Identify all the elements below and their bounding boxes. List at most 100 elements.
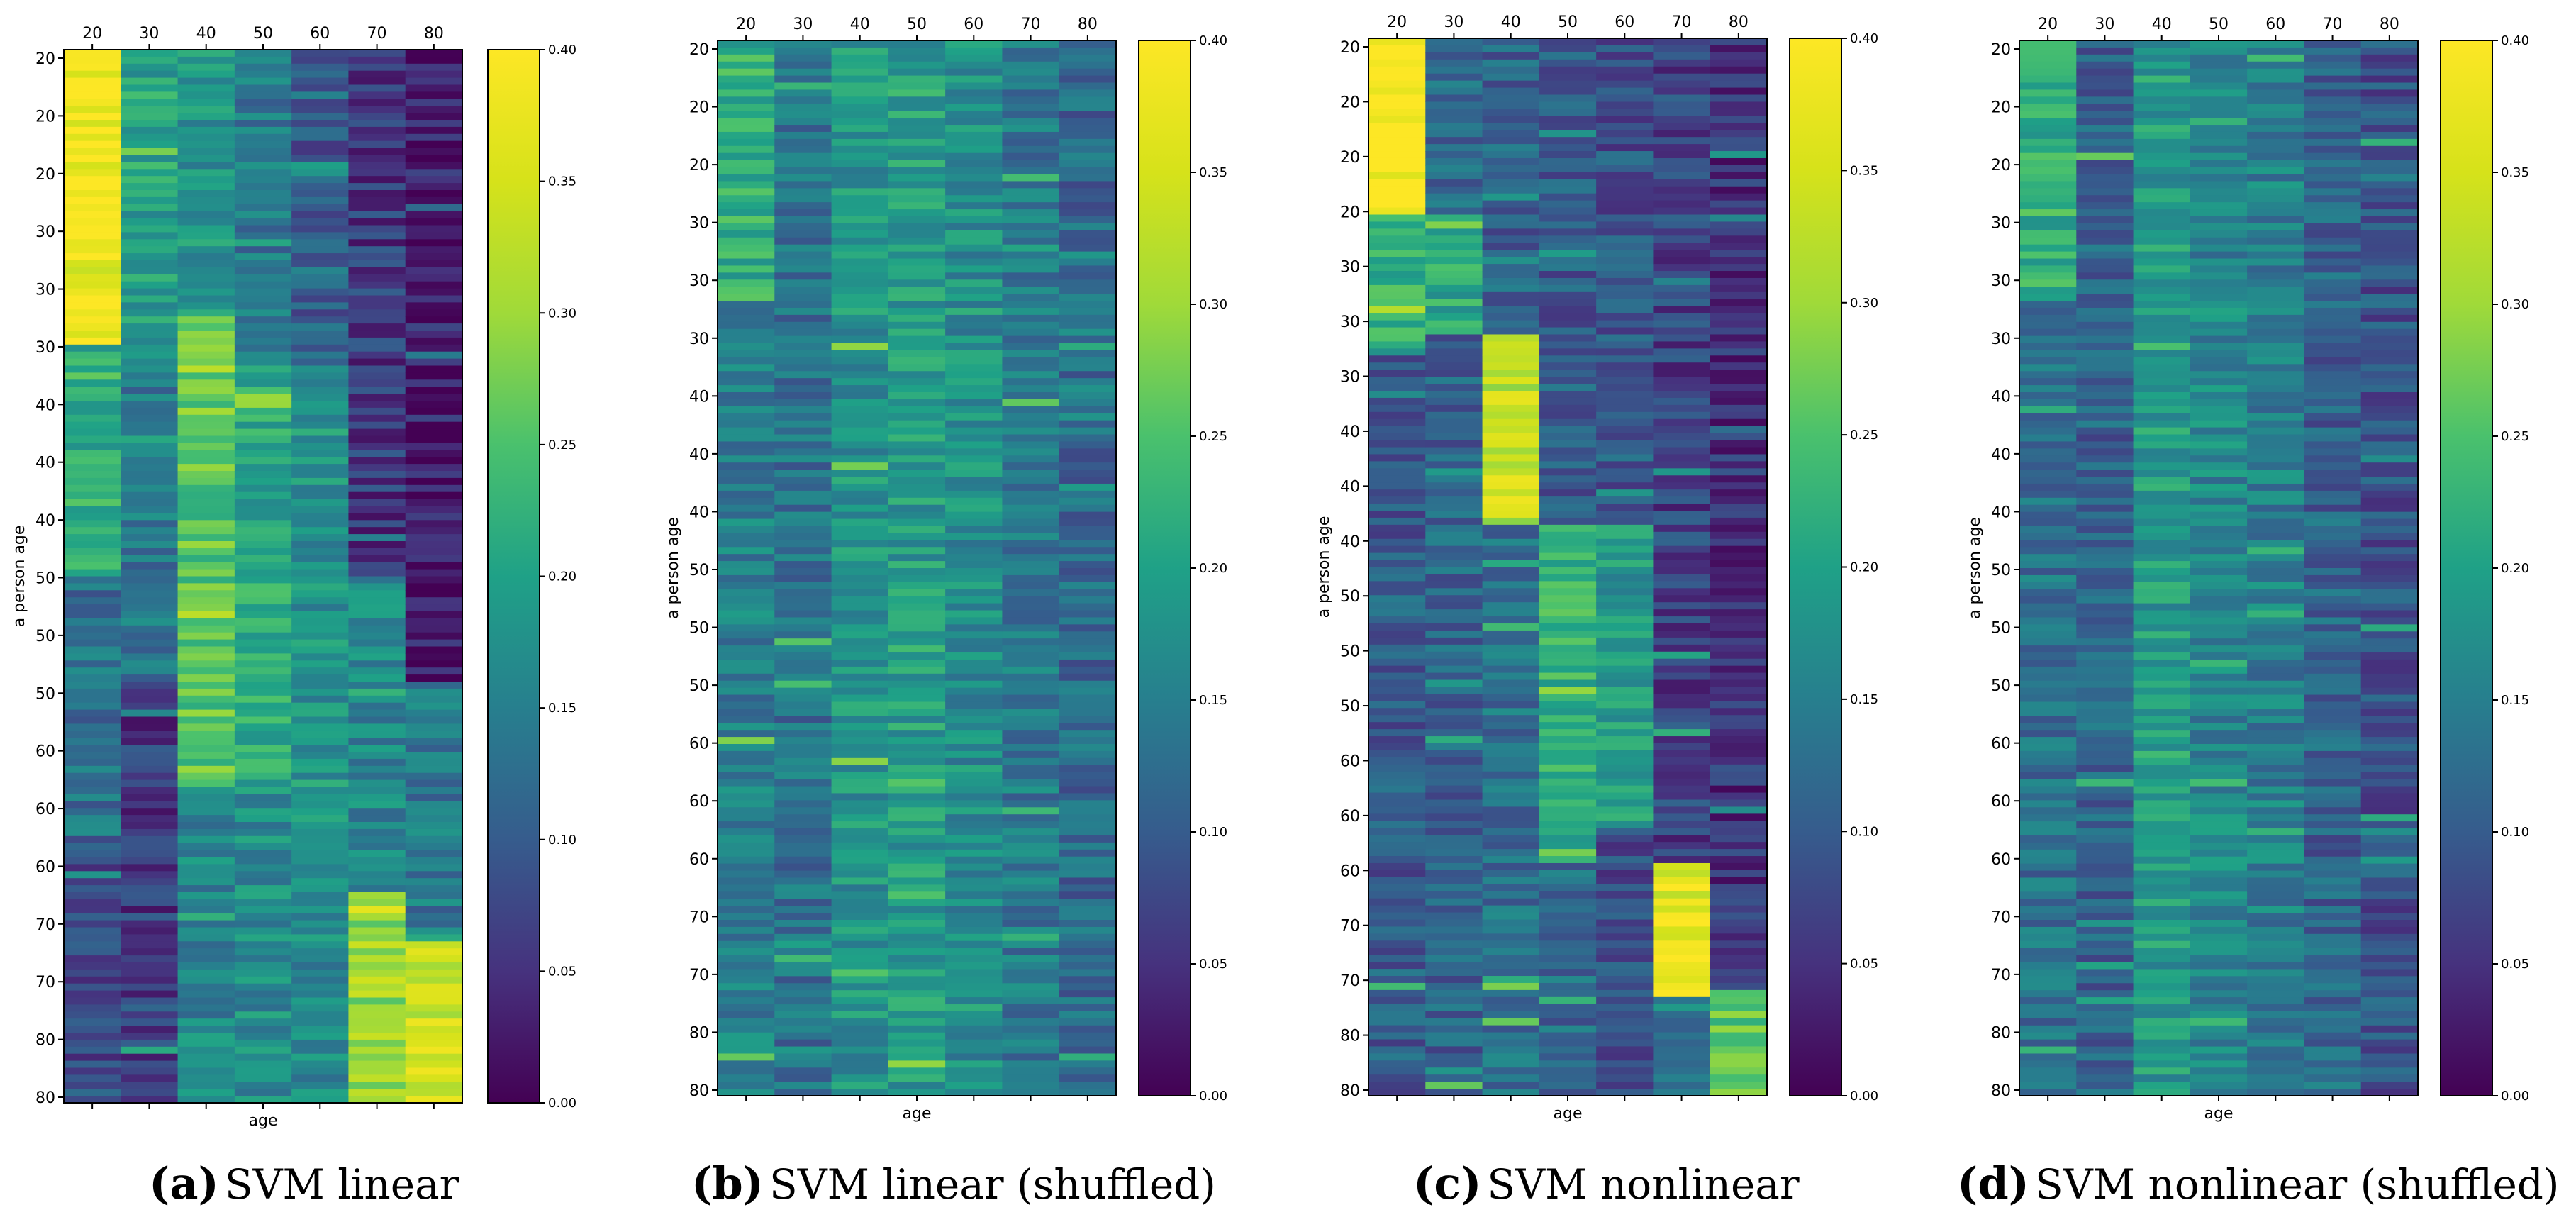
heatmap-cell	[718, 603, 775, 611]
heatmap-cell	[177, 401, 235, 409]
heatmap-cell	[177, 428, 235, 437]
heatmap-cell	[888, 138, 946, 147]
heatmap-cell	[1002, 526, 1060, 533]
heatmap-cell	[2076, 617, 2134, 625]
heatmap-cell	[2076, 314, 2134, 323]
heatmap-cell	[2190, 926, 2248, 935]
heatmap-cell	[1482, 66, 1540, 74]
heatmap-cell	[2360, 399, 2419, 407]
heatmap-cell	[291, 331, 350, 338]
heatmap-cell	[1425, 250, 1483, 257]
colorbar-tick-label: 0.35	[1850, 163, 1878, 178]
heatmap-cell	[888, 1089, 946, 1096]
heatmap-cell	[831, 364, 889, 372]
heatmap-cell	[64, 597, 121, 605]
heatmap-cell	[1539, 123, 1597, 130]
heatmap-cell	[1059, 589, 1117, 597]
heatmap-cell	[888, 265, 946, 273]
heatmap-cell	[1653, 771, 1711, 779]
heatmap-cell	[2133, 1025, 2191, 1033]
heatmap-cell	[1539, 637, 1597, 645]
heatmap-cell	[121, 435, 179, 443]
heatmap-cell	[888, 301, 946, 309]
heatmap-cell	[718, 427, 775, 435]
heatmap-cell	[1710, 602, 1768, 610]
heatmap-cell	[1368, 588, 1426, 596]
heatmap-cell	[831, 1032, 889, 1040]
heatmap-cell	[2019, 933, 2077, 942]
heatmap-cell	[1710, 919, 1768, 928]
heatmap-cell	[121, 702, 179, 711]
heatmap-cell	[348, 871, 406, 879]
heatmap-cell	[2190, 990, 2248, 998]
heatmap-cell	[1002, 441, 1060, 449]
heatmap-cell	[2190, 849, 2248, 857]
heatmap-cell	[291, 450, 350, 457]
heatmap-cell	[1596, 59, 1654, 67]
heatmap-cell	[945, 603, 1003, 611]
heatmap-cell	[2019, 131, 2077, 140]
heatmap-cell	[831, 814, 889, 822]
heatmap-cell	[1482, 454, 1540, 462]
heatmap-cell	[1059, 40, 1117, 48]
heatmap-cell	[291, 934, 350, 942]
heatmap-cell	[888, 526, 946, 533]
heatmap-cell	[2076, 744, 2134, 752]
heatmap-cell	[177, 794, 235, 801]
heatmap-cell	[1002, 920, 1060, 928]
heatmap-cell	[1002, 680, 1060, 689]
heatmap-cell	[405, 941, 463, 949]
heatmap-cell	[831, 1025, 889, 1033]
heatmap-cell	[64, 688, 121, 696]
heatmap-cell	[888, 111, 946, 118]
heatmap-cell	[1653, 637, 1711, 645]
heatmap-cell	[2247, 504, 2305, 513]
heatmap-cell	[1425, 560, 1483, 568]
heatmap-cell	[1368, 708, 1426, 716]
heatmap-cell	[2190, 174, 2248, 182]
heatmap-cell	[1368, 1067, 1426, 1075]
heatmap-cell	[1059, 765, 1117, 773]
heatmap-cell	[1710, 172, 1768, 180]
heatmap-cell	[64, 414, 121, 423]
heatmap-cell	[1425, 116, 1483, 123]
heatmap-cell	[1653, 792, 1711, 801]
heatmap-cell	[831, 913, 889, 921]
heatmap-cell	[2133, 364, 2191, 372]
heatmap-cell	[1002, 321, 1060, 330]
heatmap-cell	[2190, 1082, 2248, 1089]
heatmap-cell	[888, 814, 946, 822]
heatmap-cell	[1596, 933, 1654, 941]
heatmap-cell	[1059, 617, 1117, 625]
heatmap-cell	[121, 211, 179, 219]
heatmap-cell	[1425, 411, 1483, 420]
heatmap-cell	[1596, 123, 1654, 130]
heatmap-cell	[1368, 370, 1426, 377]
heatmap-cell	[888, 1060, 946, 1068]
heatmap-cell	[888, 490, 946, 499]
heatmap-cell	[1653, 1067, 1711, 1075]
heatmap-cell	[234, 176, 292, 184]
heatmap-cell	[405, 499, 463, 507]
heatmap-cell	[1710, 207, 1768, 216]
heatmap-cell	[718, 948, 775, 956]
heatmap-cell	[1596, 862, 1654, 871]
heatmap-cell	[2360, 906, 2419, 913]
heatmap-cell	[774, 906, 832, 913]
heatmap-cell	[1425, 157, 1483, 166]
heatmap-cell	[1710, 806, 1768, 814]
heatmap-cell	[64, 387, 121, 394]
heatmap-cell	[1368, 828, 1426, 835]
heatmap-cell	[234, 738, 292, 745]
heatmap-cell	[1710, 679, 1768, 688]
heatmap-cell	[1710, 200, 1768, 209]
x-axis-label: age	[2204, 1105, 2234, 1123]
heatmap-cell	[64, 63, 121, 72]
heatmap-cell	[831, 125, 889, 133]
heatmap-cell	[2076, 645, 2134, 653]
heatmap-cell	[1368, 701, 1426, 709]
heatmap-cell	[348, 401, 406, 409]
heatmap-cell	[234, 892, 292, 900]
heatmap-cell	[1059, 899, 1117, 906]
heatmap-cell	[1653, 989, 1711, 998]
